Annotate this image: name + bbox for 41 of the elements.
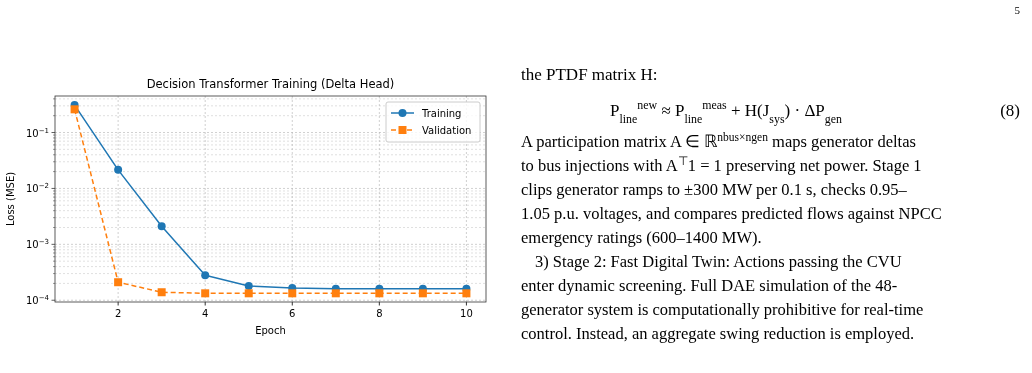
point bbox=[331, 289, 340, 298]
point bbox=[201, 271, 210, 280]
x-tick-label: 8 bbox=[376, 308, 383, 319]
text: 3) Stage 2: Fast Digital Twin: Actions passing the CVU bbox=[535, 252, 902, 271]
y-tick-label: 10$^{−3}$ bbox=[25, 238, 49, 251]
text: the PTDF matrix H: bbox=[521, 65, 658, 84]
text: to bus injections with A$^{⊤}$1 = 1 preserving net power. Stage 1 bbox=[521, 155, 922, 175]
chart-title: Decision Transformer Training (Delta Head) bbox=[146, 77, 395, 91]
legend-label: Training bbox=[421, 108, 462, 119]
text: (8) bbox=[1000, 101, 1020, 120]
text: enter dynamic screening. Full DAE simulation of the 48- bbox=[521, 276, 898, 295]
point bbox=[418, 289, 427, 298]
point bbox=[288, 289, 297, 298]
point bbox=[114, 278, 123, 287]
text: A participation matrix A ∈ ℝ$^{nbus×ngen}$ maps generator deltas bbox=[521, 131, 916, 151]
point bbox=[114, 165, 123, 174]
point bbox=[157, 288, 166, 297]
x-tick-label: 4 bbox=[202, 308, 209, 319]
point bbox=[70, 105, 79, 114]
text: emergency ratings (600–1400 MW). bbox=[521, 228, 762, 247]
point bbox=[375, 289, 384, 298]
x-tick-label: 10 bbox=[460, 308, 473, 319]
text: control. Instead, an aggregate swing reduction is employed. bbox=[521, 324, 915, 343]
text: 1.05 p.u. voltages, and compares predicted flows against NPCC bbox=[521, 204, 942, 223]
text: clips generator ramps to ±300 MW per 0.1 s, checks 0.95– bbox=[521, 180, 908, 199]
point bbox=[244, 281, 253, 290]
x-tick-label: 6 bbox=[289, 308, 296, 319]
point bbox=[462, 289, 471, 298]
text: generator system is computationally prohibitive for real-time bbox=[521, 300, 924, 319]
y-tick-label: 10$^{−1}$ bbox=[25, 126, 49, 139]
text: P$_{line}$$^{new}$ ≈ P$_{line}$$^{meas}$ + H(J$_{sys}$) · ΔP$_{gen}$ bbox=[610, 98, 842, 126]
x-tick-label: 2 bbox=[114, 308, 122, 319]
text: 5 bbox=[1014, 4, 1021, 16]
y-tick-label: 10$^{−2}$ bbox=[25, 182, 49, 195]
point bbox=[201, 289, 210, 298]
point bbox=[244, 289, 253, 298]
point bbox=[157, 222, 166, 231]
x-axis-title: Epoch bbox=[255, 325, 286, 336]
y-tick-label: 10$^{−4}$ bbox=[25, 294, 50, 307]
y-axis-title: Loss (MSE) bbox=[5, 171, 16, 227]
legend-label: Validation bbox=[422, 125, 472, 136]
